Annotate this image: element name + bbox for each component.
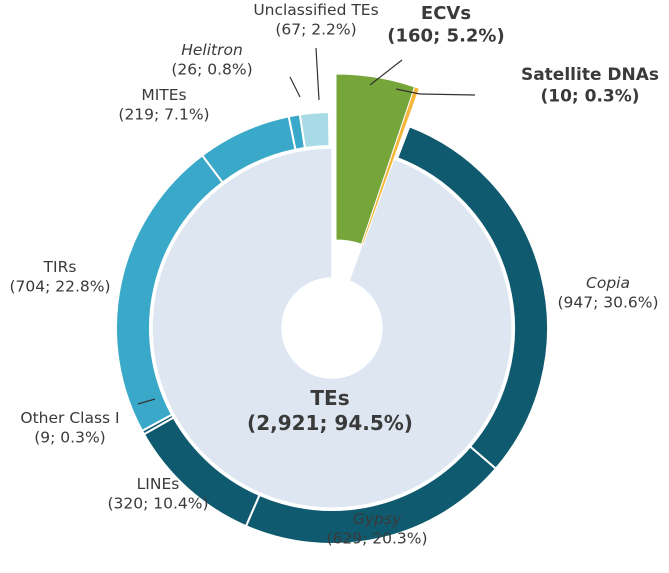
leader-helitron (289, 76, 301, 98)
leader-unclassified-tes (315, 47, 320, 101)
label-unclassified-tes: Unclassified TEs (67; 2.2%) (253, 1, 378, 38)
label-lines: LINEs (320; 10.4%) (107, 475, 208, 512)
label-mites: MITEs (219; 7.1%) (118, 86, 209, 123)
chart-labels: Copia (947; 30.6%) Gypsy (629; 20.3%) LINEs(… (9, 1, 659, 547)
slice-satellite-dnas (360, 86, 420, 246)
slice-tes (151, 147, 513, 509)
label-gypsy: Gypsy (629; 20.3%) (326, 510, 427, 547)
leader-lines (137, 47, 476, 405)
label-tes: TEs (2,921; 94.5%) (247, 386, 413, 435)
slice-unclassified-tes (298, 111, 331, 150)
chart-rings (115, 73, 549, 545)
label-other-class-i: Other Class I (9; 0.3%) (20, 409, 119, 446)
label-helitron: Helitron (26; 0.8%) (171, 41, 252, 78)
label-copia: Copia (947; 30.6%) (557, 274, 658, 311)
leader-ecvs (369, 59, 403, 86)
label-tirs: TIRs (704; 22.8%) (9, 258, 110, 295)
label-satellite-dnas: Satellite DNAs (10; 0.3%) (521, 65, 659, 106)
leader-other-class-i (137, 398, 156, 405)
leader-satellite-dnas-tail (419, 93, 476, 96)
label-ecvs: ECVs (160; 5.2%) (387, 3, 504, 47)
leader-satellite-dnas (395, 88, 421, 95)
